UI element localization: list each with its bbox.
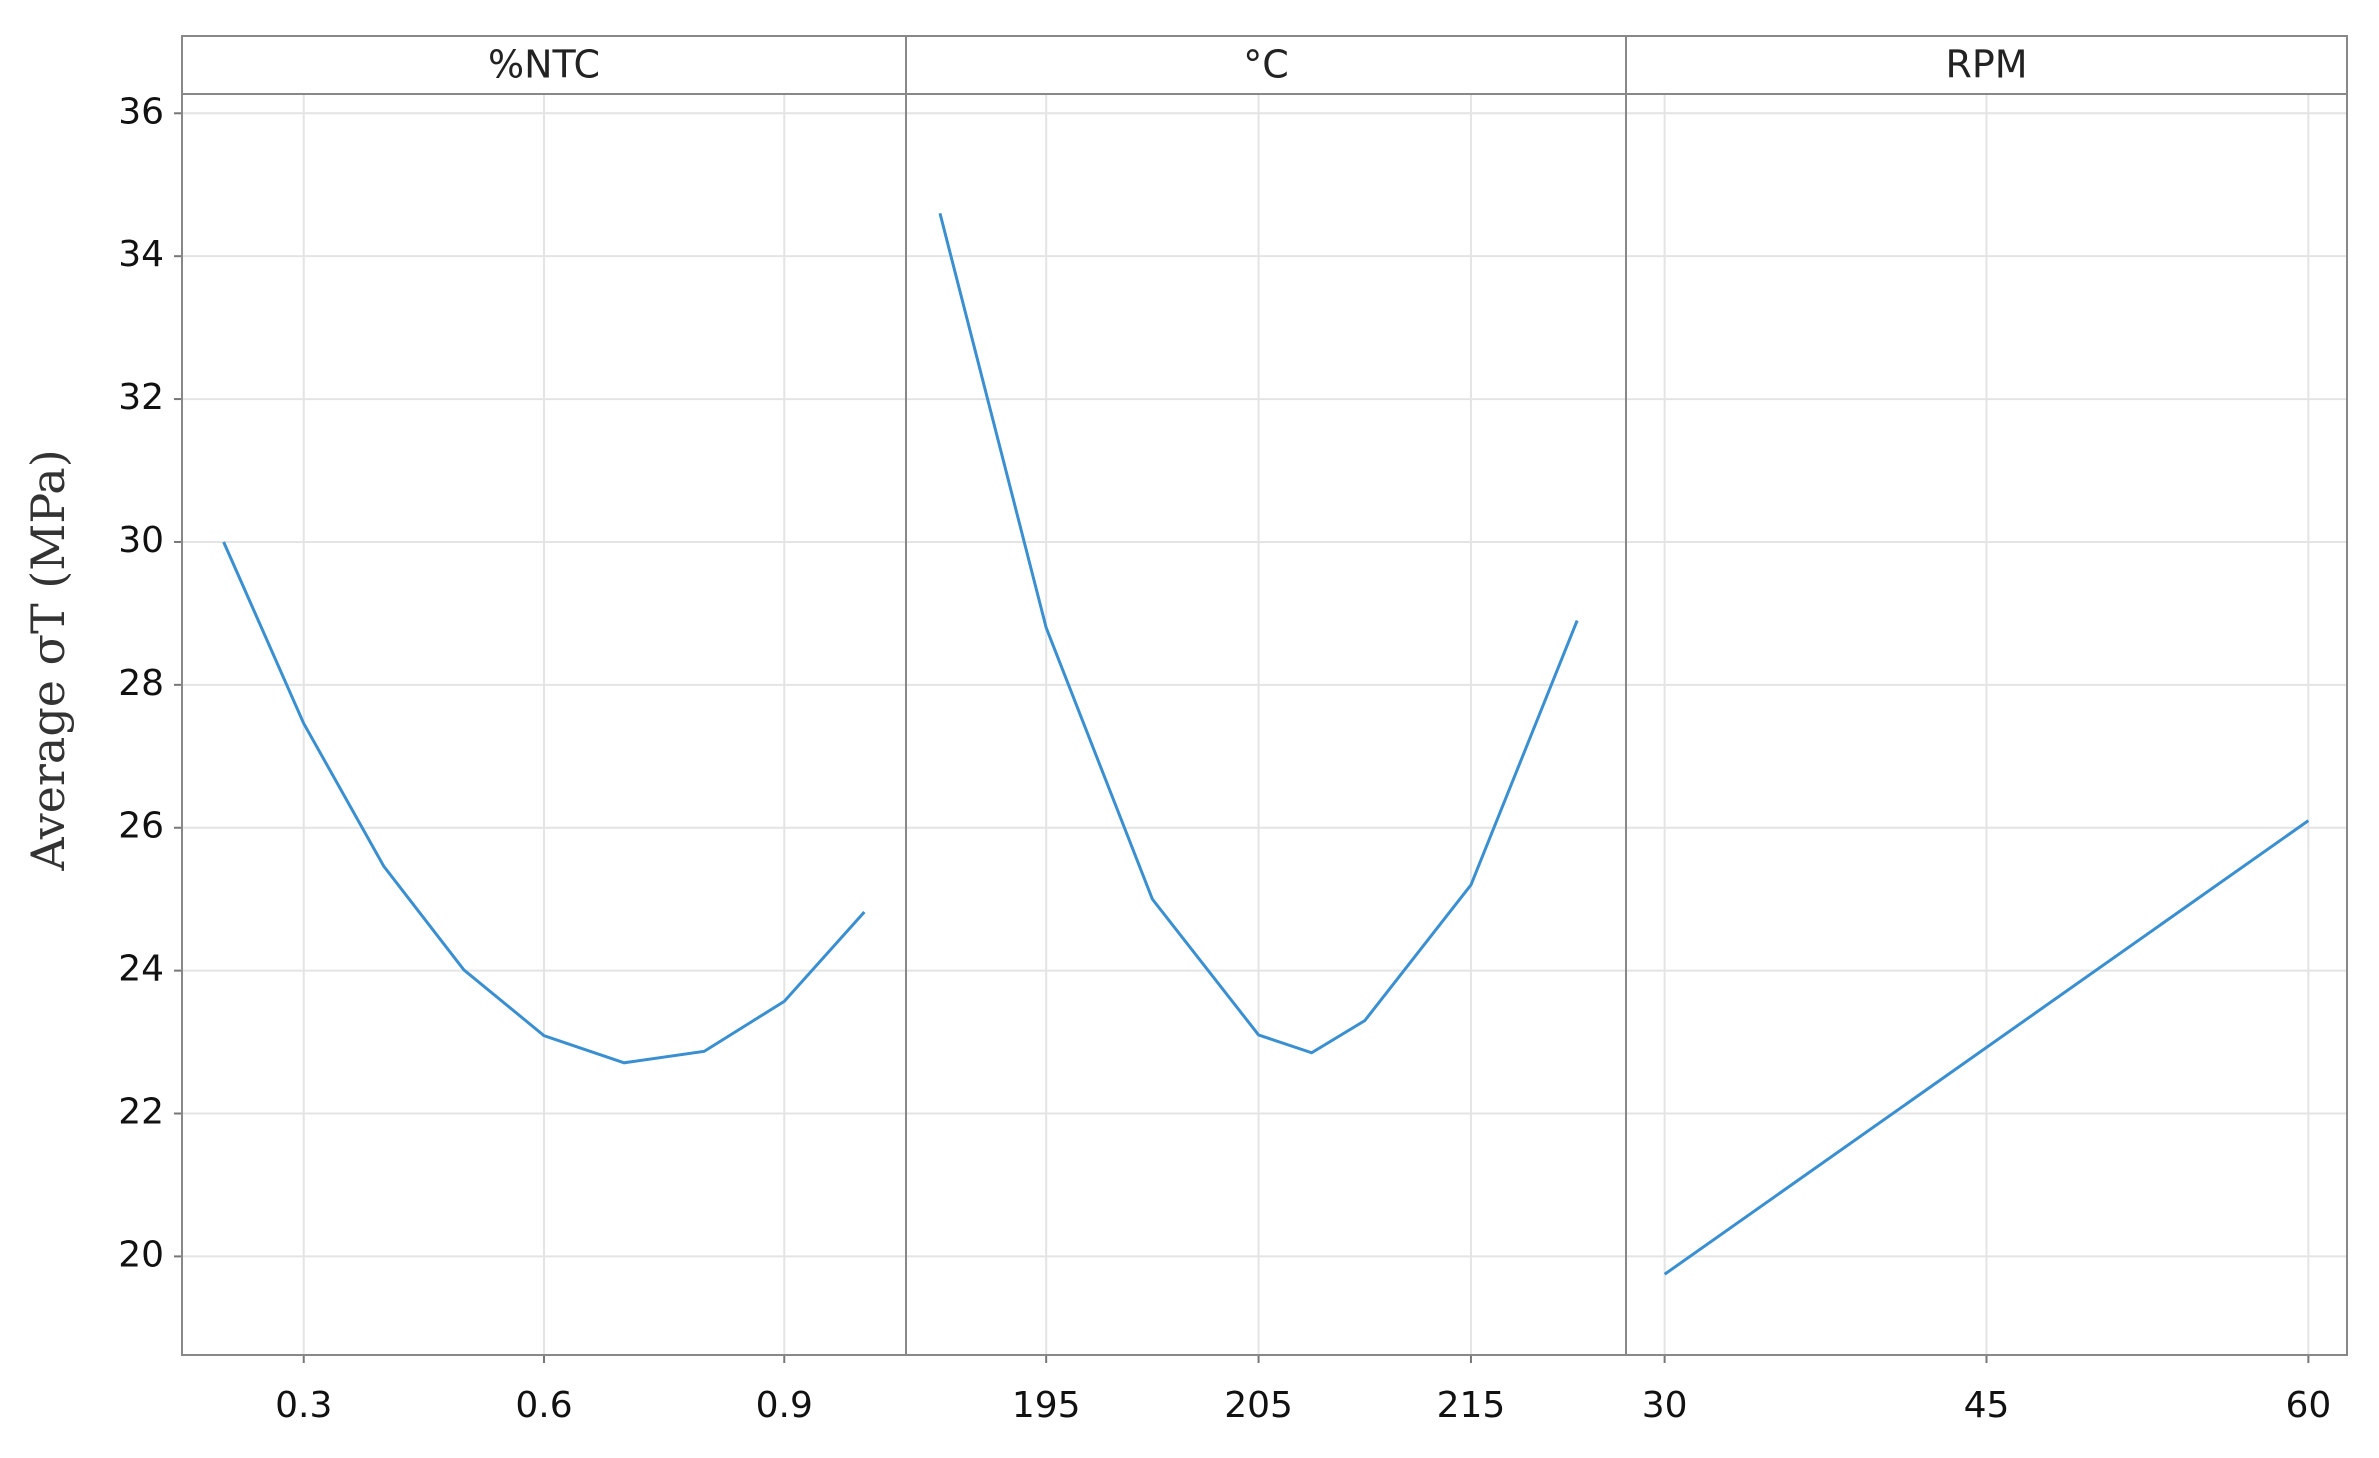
y-tick-label: 32 (118, 377, 164, 418)
x-tick-label: 0.6 (515, 1385, 572, 1426)
y-tick-label: 26 (118, 806, 164, 847)
x-tick-label: 215 (1437, 1385, 1506, 1426)
y-tick-label: 20 (118, 1234, 164, 1275)
x-tick-label: 205 (1224, 1385, 1293, 1426)
y-axis-label: Average σT (MPa) (21, 449, 75, 871)
y-tick-label: 24 (118, 949, 164, 990)
y-tick-label: 34 (118, 234, 164, 275)
x-tick-label: 195 (1012, 1385, 1081, 1426)
panel-title: °C (1243, 43, 1289, 87)
x-tick-label: 0.3 (275, 1385, 332, 1426)
x-tick-label: 30 (1642, 1385, 1688, 1426)
effect-line (938, 212, 1579, 1055)
panel-header (181, 35, 907, 95)
effect-line (222, 541, 866, 1065)
y-tick-label: 30 (118, 520, 164, 561)
y-tick-label: 36 (118, 91, 164, 132)
x-tick-label: 60 (2285, 1385, 2331, 1426)
panel-title: %NTC (488, 43, 600, 87)
y-tick-label: 28 (118, 663, 164, 704)
panel-title: RPM (1945, 43, 2027, 87)
effect-line (1663, 819, 2310, 1276)
panel-frame (905, 93, 1627, 1356)
x-tick-label: 45 (1964, 1385, 2010, 1426)
panel-header (905, 35, 1627, 95)
y-tick-label: 22 (118, 1092, 164, 1133)
panel-frame (1625, 93, 2348, 1356)
x-tick-label: 0.9 (756, 1385, 813, 1426)
